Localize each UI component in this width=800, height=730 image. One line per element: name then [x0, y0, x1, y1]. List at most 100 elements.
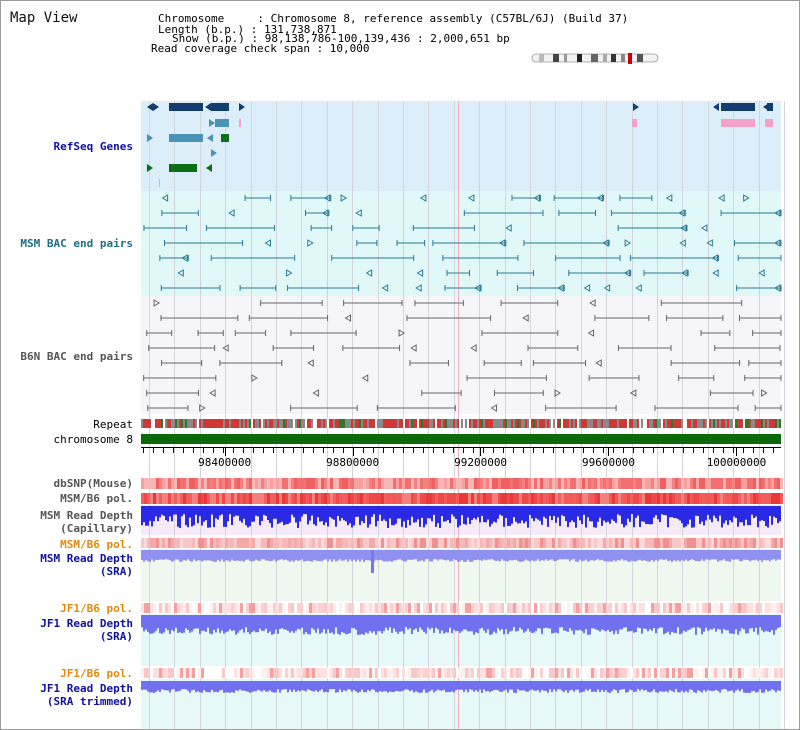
- msm-b6-pol-mark: [405, 493, 408, 504]
- msm-b6-pol-mark: [408, 493, 411, 504]
- track-label-jf1-b6-pol-2[interactable]: JF1/B6 pol.: [60, 667, 133, 680]
- msm-b6-pol-mark: [480, 493, 483, 504]
- msm-b6-pol-mark: [222, 493, 225, 504]
- msm-b6-pol-mark: [699, 493, 702, 504]
- jf1-b6-pol-mark: [318, 603, 321, 613]
- jf1-depth-sra-bar: [671, 615, 673, 632]
- jf1-depth-trim-bar: [645, 681, 647, 690]
- msm-depth-capillary-bar: [561, 506, 563, 516]
- bac-end-icon: [596, 194, 603, 202]
- dbsnp-mark: [456, 478, 459, 489]
- msm-depth-sra-bar: [479, 550, 481, 561]
- jf1-depth-sra-bar: [183, 615, 185, 633]
- jf1-b6-pol-mark: [633, 603, 636, 613]
- dbsnp-mark: [288, 478, 291, 489]
- msm-depth-capillary-bar: [675, 506, 677, 519]
- msm-b6-pol-2-mark: [579, 538, 582, 548]
- msm-b6-pol-2-mark: [480, 538, 483, 548]
- jf1-b6-pol-mark: [183, 603, 186, 613]
- repeat-mark: [601, 419, 603, 428]
- msm-b6-pol-2-mark: [234, 538, 237, 548]
- dbsnp-mark: [768, 478, 771, 489]
- track-label-msm-b6-pol[interactable]: MSM/B6 pol.: [60, 492, 133, 505]
- msm-b6-pol-2-mark: [345, 538, 348, 548]
- jf1-depth-trim-bar: [287, 681, 289, 693]
- dbsnp-mark: [453, 478, 456, 489]
- axis-minor-tick: [493, 448, 494, 453]
- track-label-msm-depth-sra[interactable]: MSM Read Depth: [40, 552, 133, 565]
- jf1-depth-sra-bar: [299, 615, 301, 630]
- track-label-repeat[interactable]: Repeat: [93, 418, 133, 431]
- repeat-mark: [683, 419, 685, 428]
- jf1-b6-pol-2-mark: [192, 668, 195, 678]
- track-label-jf1-b6-pol[interactable]: JF1/B6 pol.: [60, 602, 133, 615]
- jf1-b6-pol-mark: [210, 603, 213, 613]
- track-label-msm-bac[interactable]: MSM BAC end pairs: [20, 237, 133, 250]
- msm-b6-pol-2-mark: [213, 538, 216, 548]
- track-label-b6n-bac[interactable]: B6N BAC end pairs: [20, 350, 133, 363]
- msm-depth-capillary-bar: [165, 506, 167, 521]
- repeat-mark: [151, 419, 153, 428]
- jf1-b6-pol-mark: [549, 603, 552, 613]
- jf1-depth-sra-bar: [381, 615, 383, 634]
- jf1-b6-pol-2-mark: [708, 668, 711, 678]
- msm-b6-pol-2-mark: [498, 538, 501, 548]
- jf1-depth-sra-bar: [143, 615, 145, 632]
- jf1-b6-pol-mark: [399, 603, 402, 613]
- msm-depth-capillary-bar: [543, 506, 545, 517]
- msm-b6-pol-2-mark: [393, 538, 396, 548]
- bac-end-icon: [286, 269, 293, 277]
- msm-depth-capillary-bar: [167, 506, 169, 522]
- msm-b6-pol-2-mark: [567, 538, 570, 548]
- jf1-depth-sra-bar: [483, 615, 485, 631]
- msm-b6-pol-2-mark: [183, 538, 186, 548]
- repeat-mark: [499, 419, 501, 428]
- jf1-depth-trim-bar: [351, 681, 353, 692]
- jf1-depth-sra-bar: [365, 615, 367, 633]
- dbsnp-mark: [741, 478, 744, 489]
- track-label-refseq-genes[interactable]: RefSeq Genes: [53, 140, 133, 153]
- repeat-mark: [757, 419, 759, 428]
- jf1-b6-pol-mark: [279, 603, 282, 613]
- repeat-mark: [603, 419, 605, 428]
- msm-depth-sra-bar: [169, 550, 171, 561]
- repeat-mark: [457, 419, 459, 428]
- msm-depth-sra-bar: [151, 550, 153, 560]
- track-label-dbsnp[interactable]: dbSNP(Mouse): [53, 477, 133, 490]
- msm-depth-capillary-bar: [259, 506, 261, 526]
- msm-b6-pol-mark: [183, 493, 186, 504]
- jf1-b6-pol-2-mark: [207, 668, 210, 678]
- jf1-depth-sra-bar: [463, 615, 465, 630]
- chromosome-ideogram[interactable]: [531, 53, 659, 64]
- msm-depth-sra-bar: [153, 550, 155, 562]
- track-label-msm-b6-pol-2[interactable]: MSM/B6 pol.: [60, 538, 133, 551]
- jf1-b6-pol-2-mark: [777, 668, 780, 678]
- grid-line: [580, 101, 582, 729]
- axis-tick-label: 99600000: [582, 456, 636, 469]
- track-label-jf1-depth-trim[interactable]: JF1 Read Depth: [40, 682, 133, 695]
- jf1-depth-trim-bar: [335, 681, 337, 693]
- track-label-msm-depth-capillary[interactable]: MSM Read Depth: [40, 509, 133, 522]
- repeat-mark: [773, 419, 775, 428]
- jf1-depth-trim-bar: [471, 681, 473, 690]
- msm-b6-pol-mark: [711, 493, 714, 504]
- jf1-depth-trim-bar: [313, 681, 315, 692]
- msm-b6-pol-mark: [732, 493, 735, 504]
- jf1-depth-trim-bar: [675, 681, 677, 690]
- msm-depth-capillary-bar: [323, 506, 325, 526]
- msm-depth-capillary-bar: [521, 506, 523, 521]
- jf1-depth-sra-bar: [317, 615, 319, 629]
- msm-depth-capillary-bar: [493, 506, 495, 522]
- track-label-jf1-depth-sra[interactable]: JF1 Read Depth: [40, 617, 133, 630]
- msm-depth-sra-bar: [275, 550, 277, 562]
- msm-depth-sra-bar: [553, 550, 555, 562]
- msm-b6-pol-mark: [423, 493, 426, 504]
- dbsnp-mark: [222, 478, 225, 489]
- jf1-depth-trim-bar: [407, 681, 409, 690]
- track-label-chromosome[interactable]: chromosome 8: [53, 433, 133, 446]
- msm-depth-sra-bar: [467, 550, 469, 560]
- msm-depth-sra-bar: [583, 550, 585, 561]
- msm-b6-pol-mark: [249, 493, 252, 504]
